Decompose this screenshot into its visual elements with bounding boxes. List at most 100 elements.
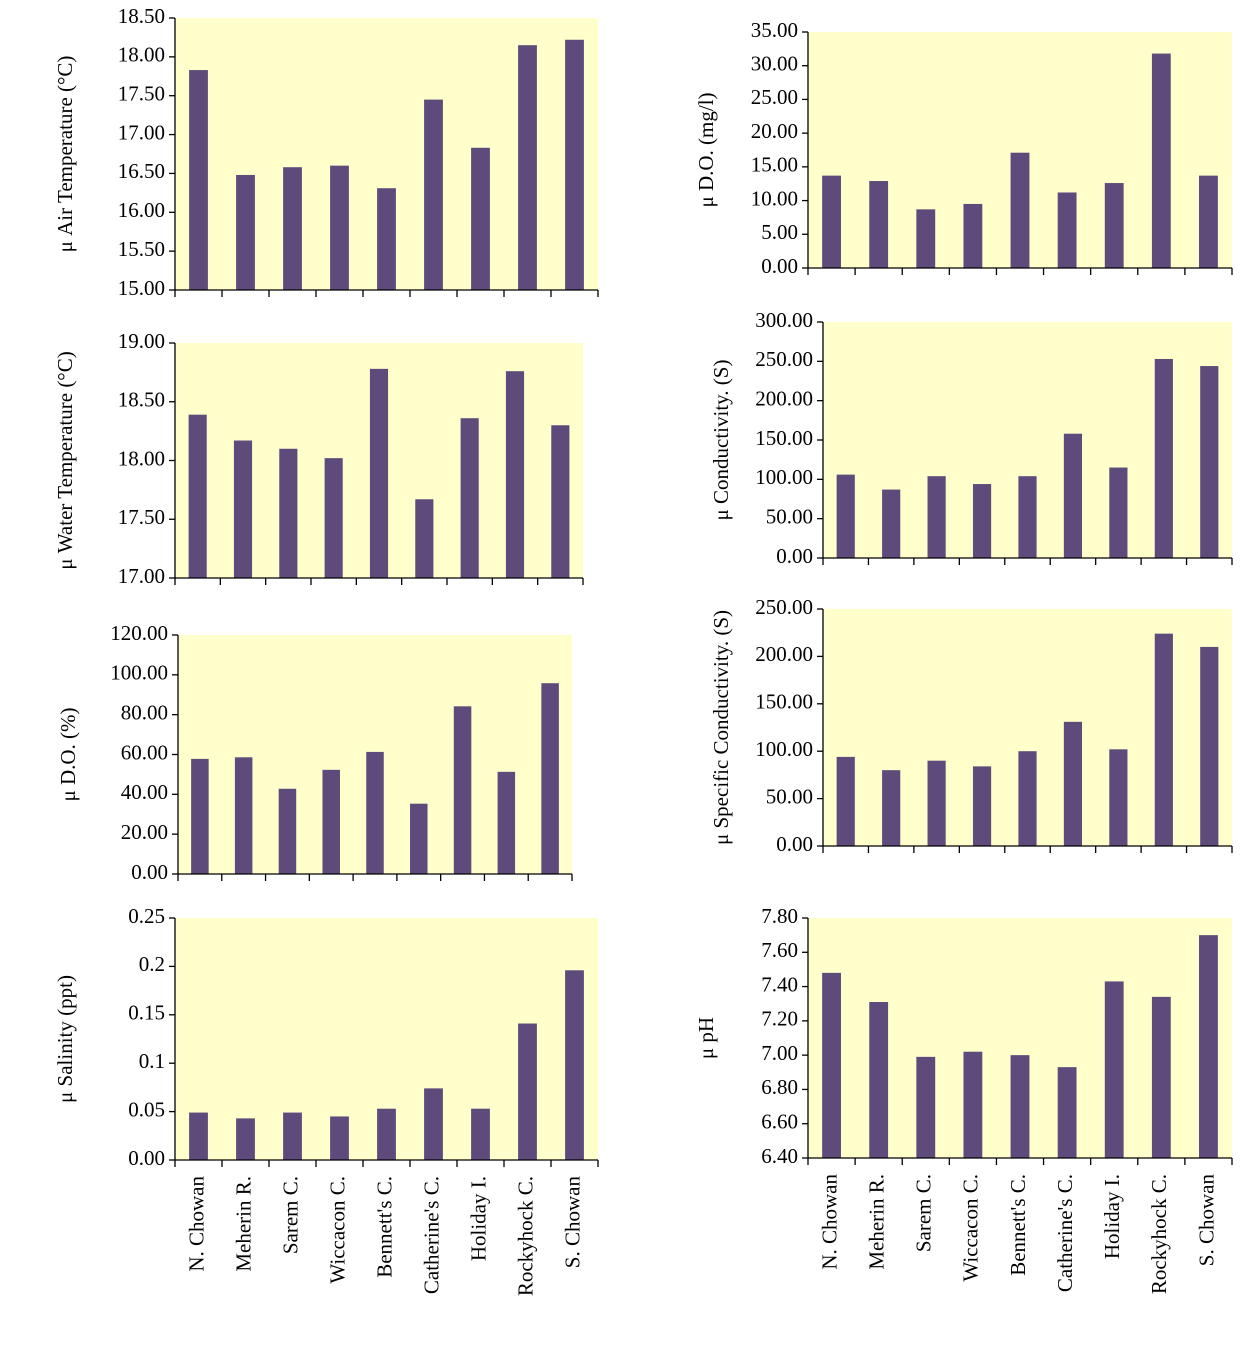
y-tick-label: 150.00 [755, 690, 813, 714]
bar [471, 1108, 490, 1160]
y-tick-label: 35.00 [751, 18, 798, 42]
y-tick-label: 0.00 [776, 832, 813, 856]
bar [424, 1088, 443, 1160]
y-tick-label: 25.00 [751, 85, 798, 109]
chart-panel: 15.00 15.50 16.00 16.50 17.00 17.50 18.00 18.50… [53, 4, 599, 300]
y-tick-label: 6.60 [761, 1110, 798, 1134]
y-tick-label: 20.00 [121, 820, 168, 844]
chart-panel: 0.00 50.00 100.00 150.00 200.00 250.00 300.00 μ… [709, 308, 1233, 568]
bar [972, 484, 992, 558]
bar [366, 751, 384, 874]
y-axis-title: μ Specific Conductivity. (S) [709, 610, 733, 845]
bar [916, 209, 936, 268]
y-tick-label: 80.00 [121, 700, 168, 724]
y-tick-label: 60.00 [121, 740, 168, 764]
bar [1057, 192, 1077, 268]
bar [1104, 183, 1124, 268]
y-axis-title: μ pH [694, 1017, 718, 1059]
y-tick-label: 18.00 [118, 43, 165, 67]
bar [916, 1056, 936, 1158]
bar [234, 757, 253, 874]
bar [1151, 53, 1171, 268]
bar [188, 414, 207, 578]
x-tick-label: Catherine's C. [1053, 1174, 1077, 1292]
bar [377, 188, 396, 290]
bar [191, 758, 209, 874]
y-tick-label: 16.50 [118, 159, 165, 183]
y-tick-label: 17.50 [118, 505, 165, 529]
bar [189, 70, 208, 290]
bar [1199, 175, 1218, 268]
y-tick-label: 100.00 [755, 737, 813, 761]
bar [1063, 433, 1083, 558]
bar [460, 418, 479, 578]
x-tick-label: Rockyhock C. [1147, 1174, 1171, 1294]
bar [324, 458, 343, 578]
bar [1010, 152, 1030, 268]
bar [565, 970, 584, 1160]
y-tick-label: 6.80 [761, 1075, 798, 1099]
bar [330, 165, 349, 290]
bar [1154, 358, 1173, 558]
x-tick-label: Bennett's C. [372, 1176, 396, 1278]
bar [283, 1112, 302, 1160]
y-tick-label: 20.00 [751, 119, 798, 143]
x-tick-label: S. Chowan [1194, 1174, 1218, 1267]
y-tick-label: 0.00 [131, 860, 168, 884]
bar [927, 760, 946, 846]
y-tick-label: 17.50 [118, 82, 165, 106]
y-axis-title: μ Conductivity. (S) [709, 360, 733, 521]
bar [541, 683, 559, 874]
y-tick-label: 18.50 [118, 388, 165, 412]
chart-panel: 0.00 50.00 100.00 150.00 200.00 250.00 μ Speci… [709, 595, 1233, 856]
bar [1063, 721, 1083, 846]
bar [322, 769, 340, 874]
chart-panel: 0.00 20.00 40.00 60.00 80.00 100.00 120.00 μ D.… [56, 621, 573, 884]
y-tick-label: 15.00 [751, 153, 798, 177]
bar [233, 440, 253, 578]
bar [369, 368, 389, 578]
x-tick-label: Holiday I. [466, 1176, 490, 1261]
y-tick-label: 0.15 [128, 1001, 165, 1025]
bar [497, 771, 516, 874]
y-tick-label: 18.50 [118, 4, 165, 28]
bar [505, 371, 525, 578]
y-axis-title: μ D.O. (%) [56, 707, 80, 801]
bar [869, 181, 889, 268]
y-tick-label: 7.40 [761, 972, 798, 996]
bar [551, 425, 570, 578]
bar [822, 175, 841, 268]
bar [1018, 476, 1037, 558]
y-tick-label: 0.2 [139, 952, 165, 976]
y-tick-label: 16.00 [118, 198, 165, 222]
x-tick-label: Catherine's C. [419, 1176, 443, 1294]
x-tick-label: N. Chowan [817, 1174, 841, 1270]
y-axis-title: μ Salinity (ppt) [53, 975, 77, 1103]
x-tick-label: Meherin R. [231, 1176, 255, 1272]
bar [424, 99, 443, 290]
y-tick-label: 50.00 [766, 504, 813, 528]
x-tick-label: Sarem C. [912, 1174, 936, 1252]
y-tick-label: 7.80 [761, 904, 798, 928]
bar [518, 45, 537, 291]
bar [882, 770, 901, 846]
y-tick-label: 0.00 [776, 544, 813, 568]
bar [1200, 366, 1219, 558]
y-tick-label: 100.00 [755, 465, 813, 489]
chart-panel: 0.00 5.00 10.00 15.00 20.00 25.00 30.00 35.00 μ … [694, 18, 1233, 278]
bar [1104, 981, 1124, 1158]
x-tick-label: Sarem C. [278, 1176, 302, 1254]
x-tick-label: Wiccacon C. [959, 1174, 983, 1282]
bar [882, 489, 901, 558]
x-tick-label: Bennett's C. [1006, 1174, 1030, 1276]
y-tick-label: 50.00 [766, 784, 813, 808]
y-tick-label: 40.00 [121, 780, 168, 804]
bar [1057, 1067, 1077, 1158]
x-tick-label: Wiccacon C. [325, 1176, 349, 1284]
bar [836, 756, 855, 846]
bar [415, 499, 434, 578]
x-tick-label: Holiday I. [1100, 1174, 1124, 1259]
y-tick-label: 6.40 [761, 1144, 798, 1168]
x-tick-label: N. Chowan [184, 1176, 208, 1272]
